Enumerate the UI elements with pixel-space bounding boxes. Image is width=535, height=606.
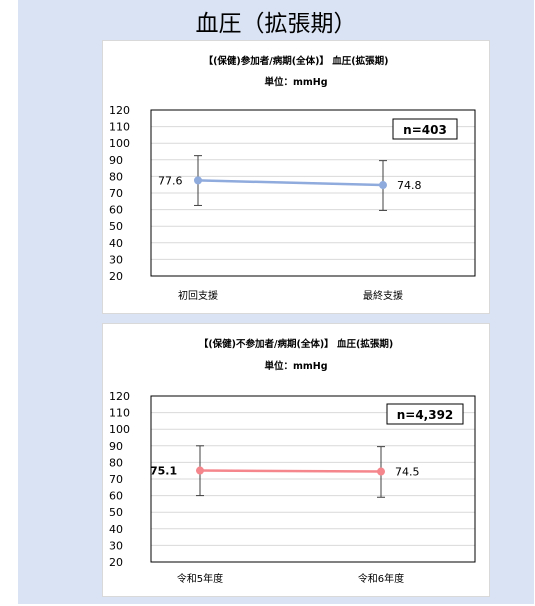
x-axis: 令和5年度 令和6年度 (177, 572, 404, 585)
x-category-label: 令和5年度 (177, 572, 223, 585)
y-tick-label: 80 (109, 456, 123, 469)
y-tick-label: 20 (109, 270, 123, 283)
y-tick-label: 120 (109, 104, 130, 117)
data-label: 74.8 (397, 179, 422, 192)
data-point (196, 466, 204, 475)
data-labels: 75.1 74.5 (150, 465, 420, 479)
x-category-label: 令和6年度 (358, 572, 404, 585)
y-tick-label: 30 (109, 539, 123, 552)
y-axis: 120 110 100 90 80 70 60 50 40 30 20 (109, 104, 130, 283)
chart-card-participants: 【(保健)参加者/病期(全体)】 血圧(拡張期) 単位：mmHg 120 110 1… (102, 40, 490, 314)
series (196, 466, 385, 476)
series-line (199, 469, 382, 473)
y-tick-label: 20 (109, 556, 123, 569)
data-label: 77.6 (158, 174, 183, 187)
y-tick-label: 60 (109, 490, 123, 503)
y-axis: 120 110 100 90 80 70 60 50 40 30 20 (109, 390, 130, 569)
n-label: n=403 (403, 123, 447, 137)
y-tick-label: 90 (109, 154, 123, 167)
data-label: 74.5 (395, 466, 420, 479)
y-tick-label: 50 (109, 220, 123, 233)
y-tick-label: 70 (109, 187, 123, 200)
y-tick-label: 110 (109, 407, 130, 420)
chart-card-nonparticipants: 【(保健)不参加者/病期(全体)】 血圧(拡張期) 単位：mmHg 120 110… (102, 323, 490, 597)
y-tick-label: 30 (109, 253, 123, 266)
series (194, 176, 387, 190)
x-category-label: 初回支援 (178, 289, 218, 302)
series-line (197, 179, 384, 187)
x-axis: 初回支援 最終支援 (178, 289, 403, 302)
grid (151, 126, 475, 260)
y-tick-label: 100 (109, 423, 130, 436)
y-tick-label: 120 (109, 390, 130, 403)
chart-title: 【(保健)不参加者/病期(全体)】 血圧(拡張期) (199, 338, 393, 350)
y-tick-label: 40 (109, 523, 123, 536)
grid (151, 412, 475, 546)
y-tick-label: 70 (109, 473, 123, 486)
data-point (194, 176, 202, 185)
chart-title: 【(保健)参加者/病期(全体)】 血圧(拡張期) (204, 55, 389, 67)
chart-subtitle: 単位：mmHg (264, 360, 327, 372)
chart-nonparticipants: 【(保健)不参加者/病期(全体)】 血圧(拡張期) 単位：mmHg 120 110… (109, 338, 476, 585)
x-category-label: 最終支援 (363, 289, 403, 302)
page-title: 血圧（拡張期） (195, 11, 357, 37)
n-label: n=4,392 (397, 408, 454, 422)
data-point (379, 181, 387, 190)
chart-subtitle: 単位：mmHg (264, 76, 327, 88)
plot-area (150, 395, 476, 563)
data-label: 75.1 (150, 465, 177, 478)
plot-area (150, 109, 476, 277)
data-labels: 77.6 74.8 (158, 174, 422, 192)
y-tick-label: 100 (109, 137, 130, 150)
data-point (377, 467, 385, 476)
y-tick-label: 60 (109, 204, 123, 217)
y-tick-label: 110 (109, 121, 130, 134)
chart-participants: 【(保健)参加者/病期(全体)】 血圧(拡張期) 単位：mmHg 1201101… (109, 55, 476, 302)
slide-panel: 血圧（拡張期） 【(保健)参加者/病期(全体)】 血圧(拡張期) 単位：mmHg… (18, 0, 534, 604)
y-tick-label: 40 (109, 237, 123, 250)
y-tick-label: 50 (109, 506, 123, 519)
y-tick-label: 90 (109, 440, 123, 453)
n-box (386, 403, 464, 425)
y-tick-label: 80 (109, 170, 123, 183)
n-box (392, 118, 458, 140)
